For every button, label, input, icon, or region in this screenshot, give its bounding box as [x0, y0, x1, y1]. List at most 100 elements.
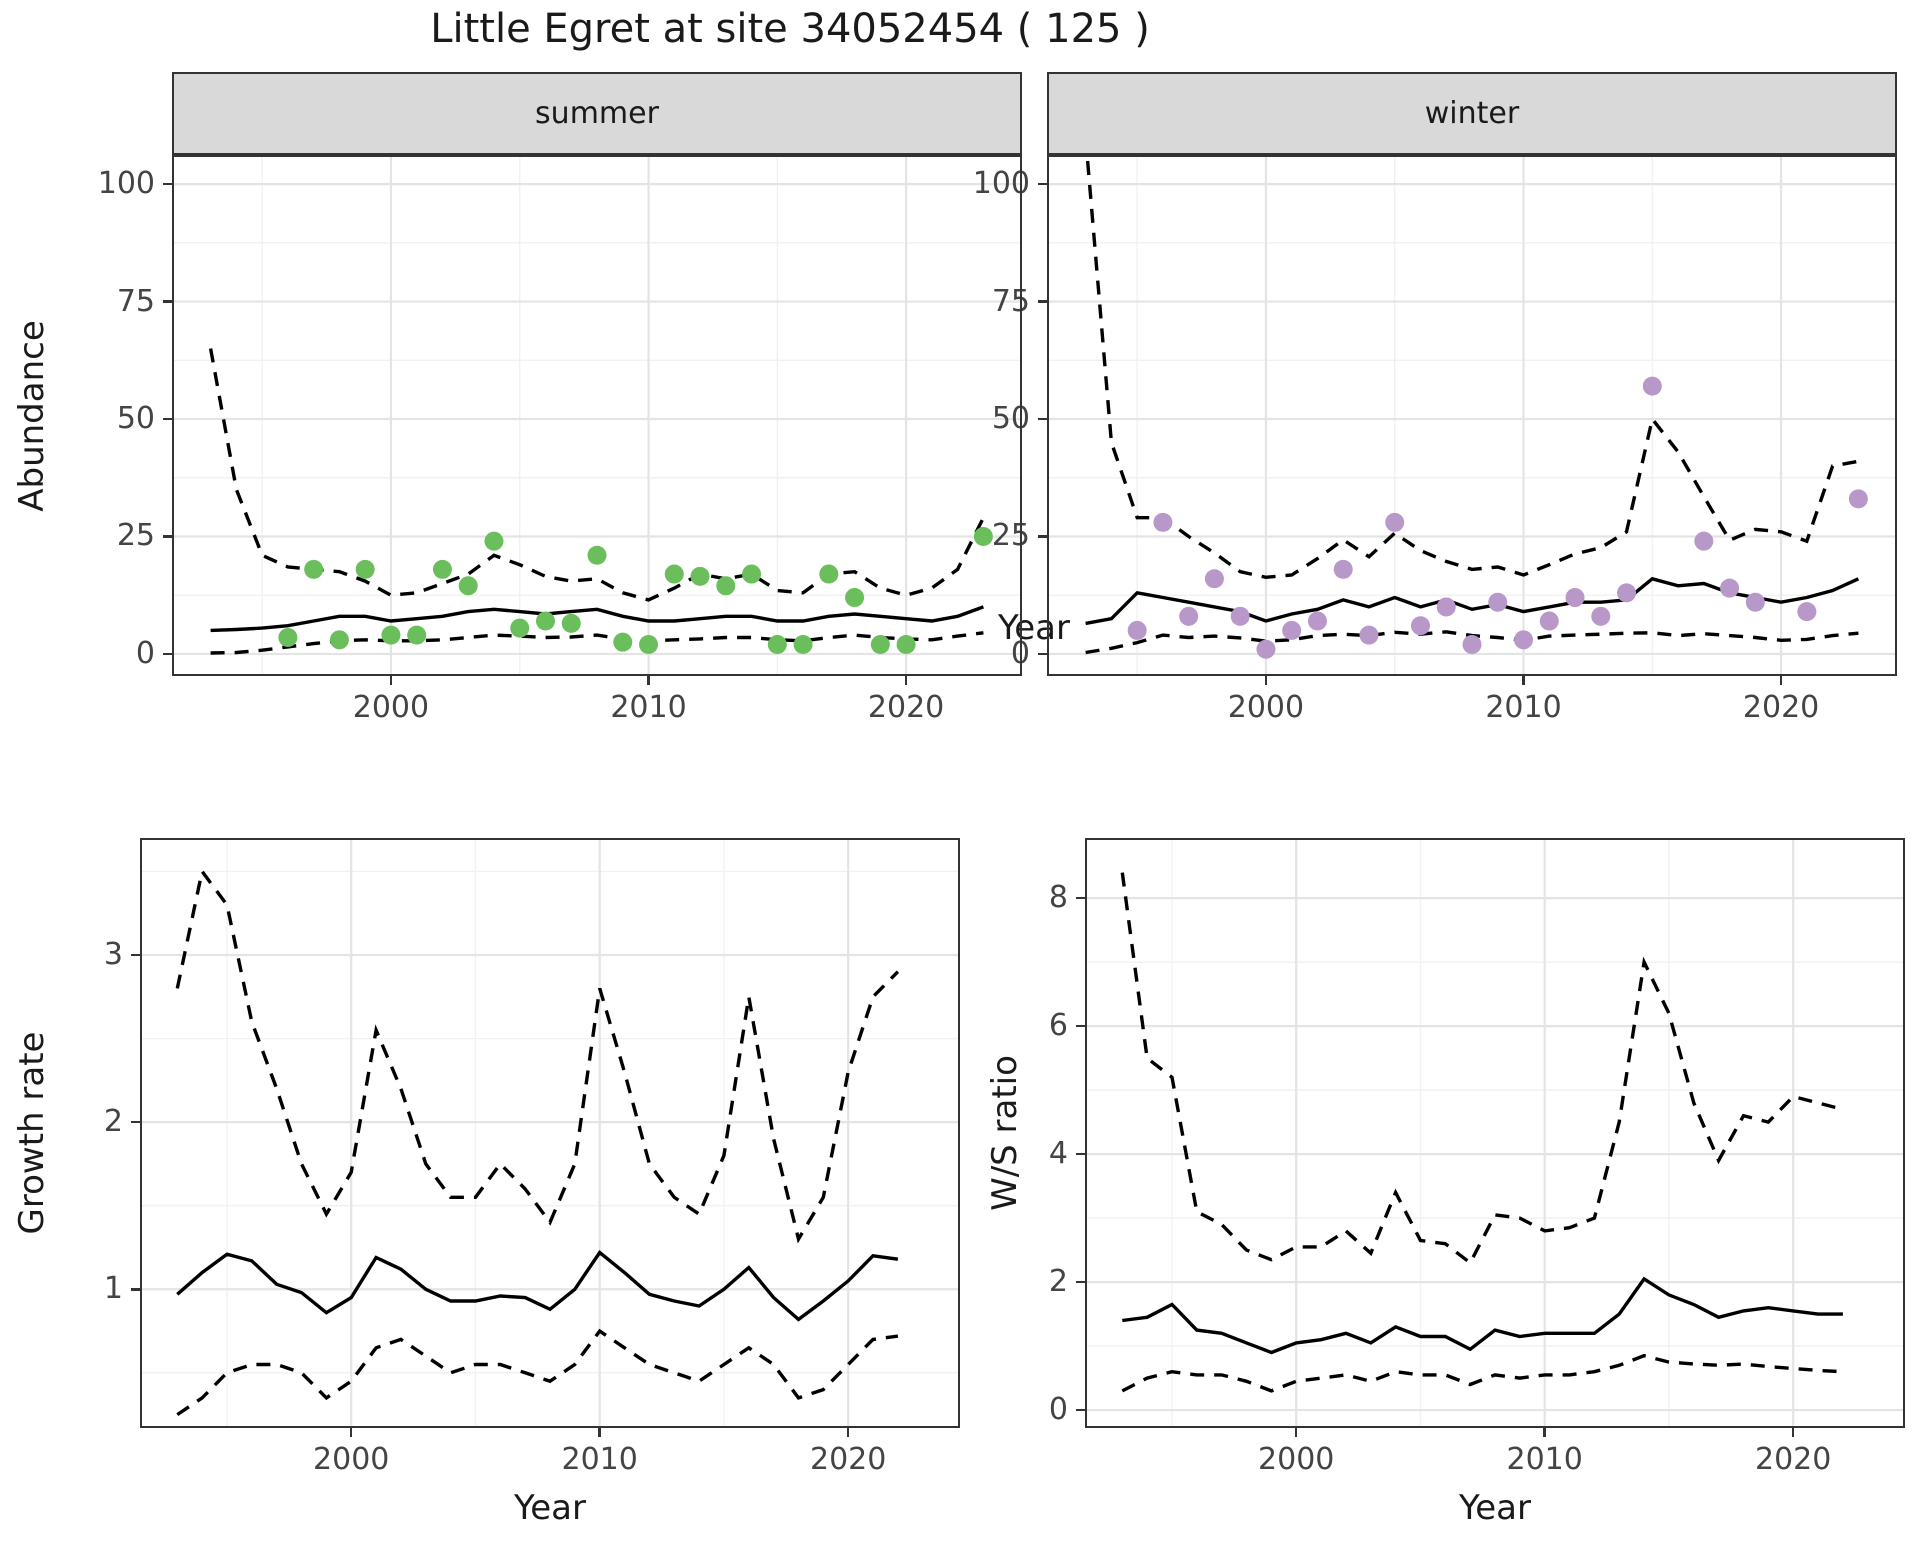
tick-mark: [349, 1428, 353, 1437]
data-point: [845, 588, 865, 608]
data-point: [1179, 606, 1199, 626]
y-tick-label: 6: [1048, 1008, 1068, 1044]
data-point: [1359, 625, 1379, 645]
mean-line: [1085, 576, 1860, 626]
data-point: [973, 526, 993, 546]
y-tick-label: 25: [991, 518, 1030, 554]
data-point: [458, 576, 478, 596]
x-tick-label: 2020: [1754, 1442, 1832, 1477]
data-point: [329, 630, 349, 650]
data-point: [561, 613, 581, 633]
upper_ci-line: [208, 348, 985, 602]
data-point: [1127, 620, 1147, 640]
x-tick-label: 2000: [352, 690, 430, 725]
y-tick-label: 3: [103, 936, 123, 972]
tick-mark: [131, 953, 140, 957]
data-point: [819, 564, 839, 584]
y-tick-label: 75: [116, 283, 155, 319]
upper_ci-line: [1120, 872, 1844, 1266]
data-point: [870, 635, 890, 655]
tick-mark: [131, 1120, 140, 1124]
x-tick-label: 2010: [561, 1442, 638, 1477]
growth_rate-plot-svg: [140, 838, 960, 1428]
mean-line: [176, 1250, 899, 1322]
data-point: [1410, 616, 1430, 636]
panel-abundance-winter: [1047, 155, 1897, 676]
data-point: [1230, 606, 1250, 626]
tick-mark: [131, 1288, 140, 1291]
tick-mark: [163, 535, 172, 538]
panel-growth-rate: [140, 838, 960, 1428]
x-tick-label: 2020: [1742, 690, 1820, 725]
data-point: [793, 635, 813, 655]
data-point: [742, 564, 762, 584]
data-point: [355, 559, 375, 579]
data-point: [1720, 578, 1740, 598]
data-point: [1436, 597, 1456, 617]
data-point: [432, 559, 452, 579]
tick-mark: [1038, 535, 1047, 538]
tick-mark: [1076, 1152, 1085, 1156]
y-tick-label: 4: [1048, 1136, 1068, 1172]
x-tick-label: 2010: [1506, 1442, 1583, 1477]
data-point: [664, 564, 684, 584]
tick-mark: [1779, 676, 1783, 685]
data-point: [613, 632, 633, 652]
data-point: [510, 618, 530, 638]
data-point: [639, 635, 659, 655]
tick-mark: [1264, 676, 1268, 685]
data-point: [1565, 588, 1585, 608]
x-tick-label: 2000: [1227, 690, 1305, 725]
tick-mark: [846, 1428, 850, 1437]
data-point: [767, 635, 787, 655]
lower_ci-line: [1121, 1353, 1843, 1393]
y-tick-label: 75: [991, 283, 1030, 319]
x-tick-label: 2000: [1258, 1442, 1335, 1477]
tick-mark: [1038, 652, 1047, 656]
data-point: [381, 625, 401, 645]
mean-line: [1122, 1276, 1843, 1355]
data-point: [1153, 512, 1173, 532]
panel-abundance-summer: [172, 155, 1022, 676]
tick-mark: [1038, 182, 1047, 186]
tick-mark: [163, 182, 172, 186]
y-tick-label: 100: [97, 166, 155, 202]
data-point: [1617, 583, 1637, 603]
tick-mark: [1038, 417, 1047, 421]
data-point: [1256, 639, 1276, 659]
y-tick-label: 2: [1048, 1264, 1068, 1300]
data-point: [1462, 635, 1482, 655]
tick-mark: [1522, 676, 1525, 685]
tick-mark: [647, 676, 650, 685]
data-point: [484, 531, 504, 551]
abundance_summer-plot-svg: [172, 155, 1022, 676]
chart-title: Little Egret at site 34052454 ( 125 ): [430, 6, 1150, 52]
tick-mark: [1791, 1428, 1795, 1437]
tick-mark: [1076, 1024, 1085, 1028]
data-point: [716, 576, 736, 596]
y-tick-label: 50: [991, 401, 1030, 437]
x-tick-label: 2020: [867, 690, 945, 725]
facet-strip-summer: summer: [172, 72, 1022, 155]
tick-mark: [163, 417, 172, 421]
data-point: [1745, 592, 1765, 612]
data-point: [1282, 620, 1302, 640]
tick-mark: [1076, 896, 1085, 900]
tick-mark: [904, 676, 908, 685]
y-tick-label: 0: [1048, 1392, 1068, 1428]
data-point: [1797, 602, 1817, 622]
axis-title-abundance_ylab: Abundance: [12, 320, 52, 512]
tick-mark: [1543, 1428, 1546, 1437]
data-point: [1591, 606, 1611, 626]
axis-title-xlab_top: Year: [998, 608, 1070, 648]
data-point: [1488, 592, 1508, 612]
tick-mark: [389, 676, 393, 685]
axis-title-ws_ylab: W/S ratio: [985, 1055, 1025, 1211]
axis-title-xlab_growth: Year: [514, 1488, 586, 1528]
panel-ws-ratio: [1085, 838, 1905, 1428]
tick-mark: [598, 1428, 601, 1437]
y-tick-label: 25: [116, 518, 155, 554]
x-tick-label: 2010: [610, 690, 687, 725]
lower_ci-line: [210, 631, 984, 655]
